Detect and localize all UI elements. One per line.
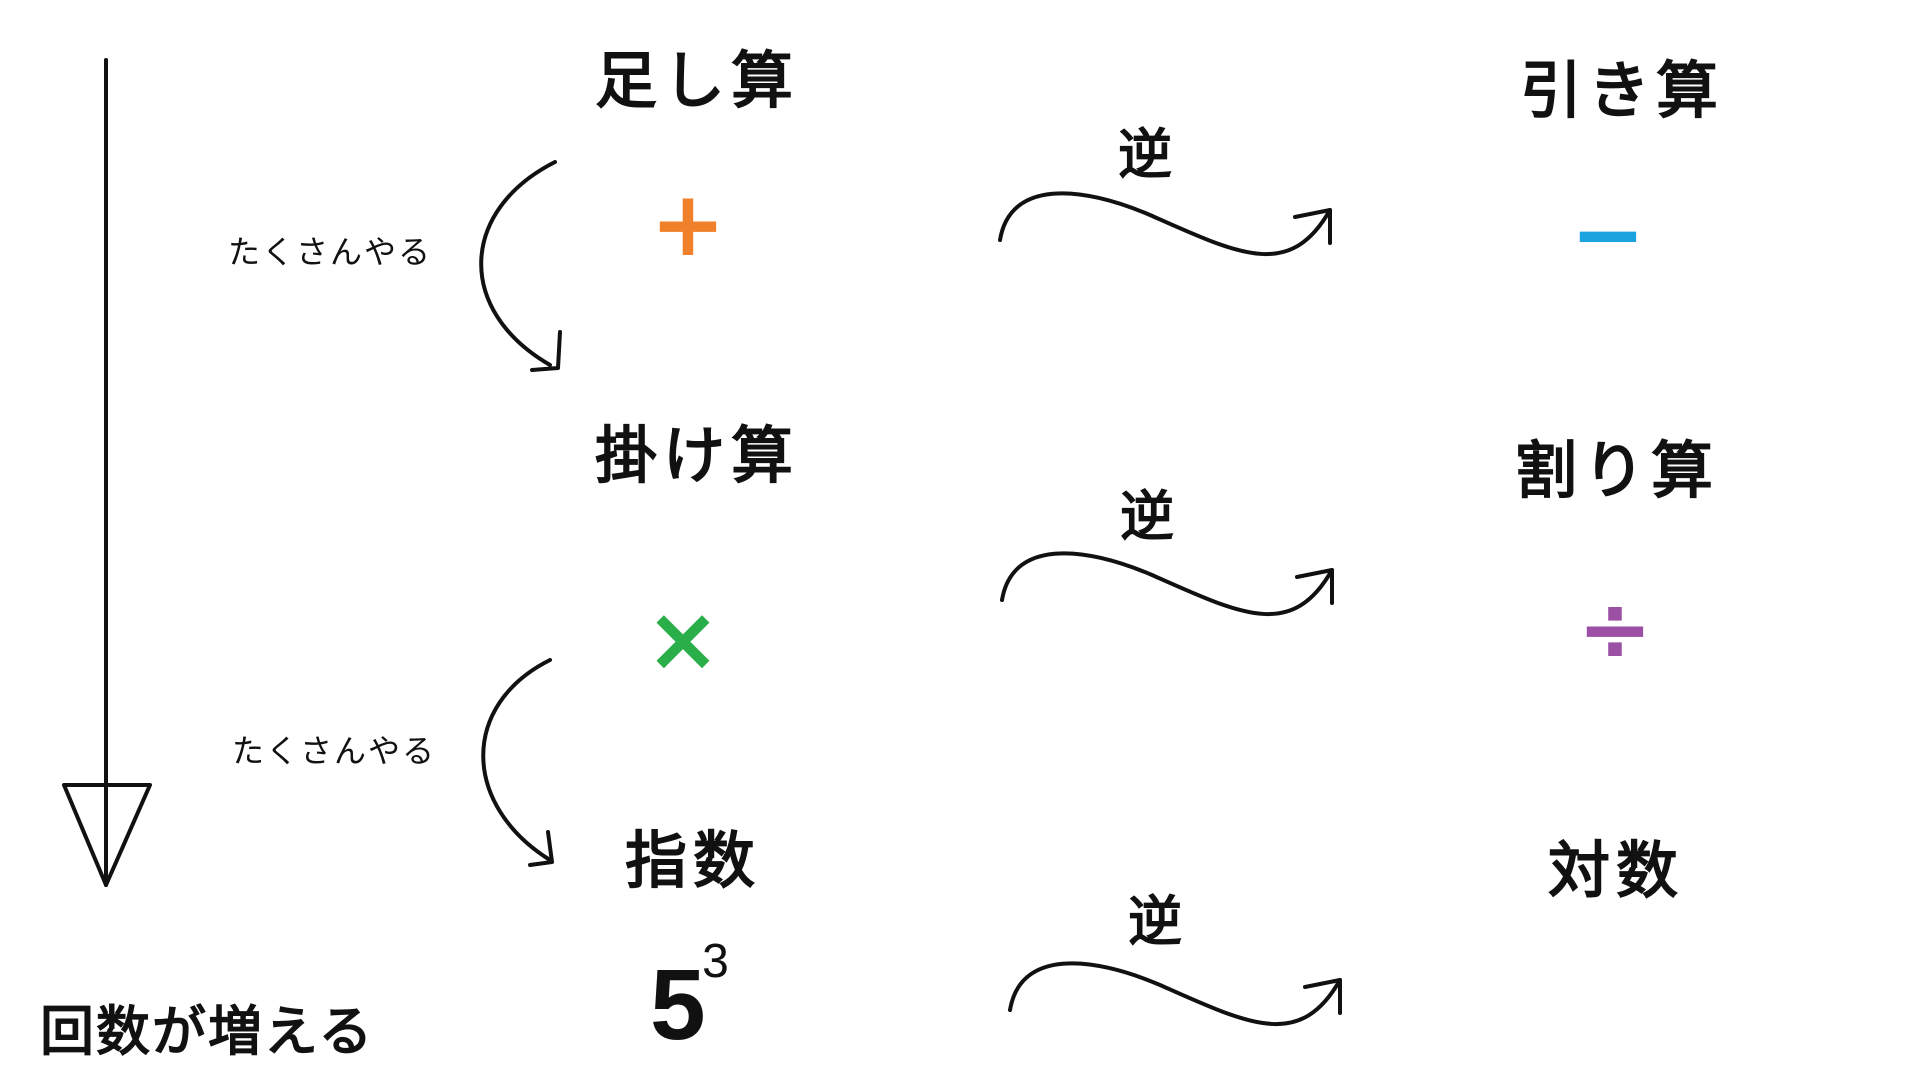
inverse-arrow-2 [1000,551,1334,617]
inverse-label-2: 逆 [1120,485,1174,548]
divide-icon: ÷ [1577,577,1653,682]
inverse-arrow-1-head [1293,208,1332,245]
inverse-arrow-3-head [1303,978,1342,1015]
divide-label: 割り算 [1515,434,1720,507]
repeat-arrow-2-head [528,830,554,867]
inverse-arrow-1 [998,191,1332,257]
power-label: 指数 [625,824,762,897]
repeat-label-1: たくさんやる [228,233,433,271]
multiply-label: 掛け算 [595,419,800,492]
plus-icon: + [650,172,726,277]
inverse-arrow-2-head [1295,568,1334,605]
inverse-label-3: 逆 [1128,890,1182,953]
repeat-arrow-1 [479,160,557,367]
subtract-label: 引き算 [1520,54,1725,127]
increase-label: 回数が増える [40,1000,375,1063]
log-label: 対数 [1548,834,1685,907]
repeat-arrow-1-head [530,330,562,372]
repeat-arrow-2 [481,658,552,862]
add-label: 足し算 [595,44,800,117]
power-expression: 5 3 [650,938,737,1056]
power-base: 5 [650,949,706,1061]
inverse-arrow-3 [1008,961,1342,1027]
multiply-icon: × [645,587,721,692]
increase-arrow-head [62,783,152,887]
power-exponent: 3 [702,935,729,988]
inverse-label-1: 逆 [1118,123,1172,186]
repeat-label-2: たくさんやる [232,732,437,770]
minus-icon: − [1570,182,1646,287]
